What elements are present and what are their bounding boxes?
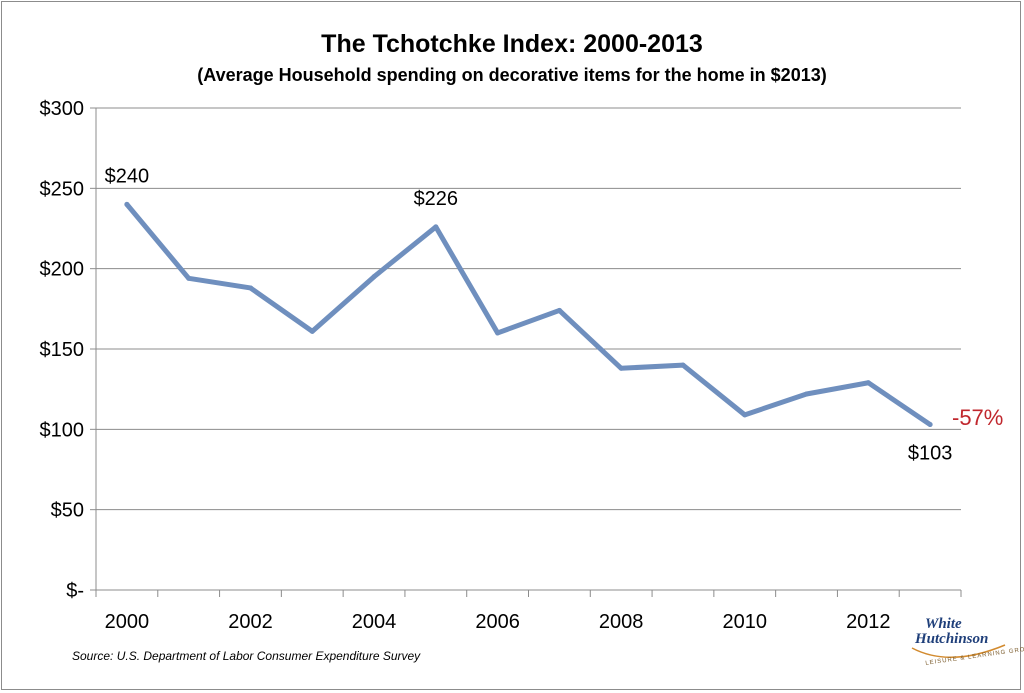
data-point: [680, 362, 686, 368]
y-tick-label: $250: [40, 178, 85, 200]
data-point: [618, 365, 624, 371]
y-tick-label: $150: [40, 339, 85, 361]
x-tick-label: 2002: [228, 611, 273, 633]
y-tick-label: $50: [51, 500, 84, 522]
data-point: [433, 224, 439, 230]
series-line: [124, 201, 933, 428]
y-tick-label: $100: [40, 419, 85, 441]
x-axis-ticks: 2000 2002 2004 2006 2008 2010 2012: [95, 590, 962, 633]
x-tick-label: 2008: [599, 611, 644, 633]
data-point: [186, 275, 192, 281]
x-tick-label: 2006: [475, 611, 520, 633]
y-tick-label: $300: [40, 98, 85, 120]
series-group: [124, 201, 933, 428]
y-axis-ticks: $- $50 $100 $150 $200 $250 $300: [40, 98, 96, 602]
data-label: $103: [908, 443, 953, 465]
data-point: [247, 285, 253, 291]
x-tick-label: 2004: [352, 611, 397, 633]
gridlines: [96, 107, 961, 511]
chart-title: The Tchotchke Index: 2000-2013: [321, 30, 703, 58]
x-tick-label: 2000: [105, 611, 150, 633]
percent-change-annotation: -57%: [952, 405, 1003, 430]
data-label: $240: [105, 165, 150, 187]
logo-line1: White: [925, 616, 962, 632]
company-logo: White Hutchinson LEISURE & LEARNING GROU…: [911, 616, 1024, 667]
x-tick-label: 2012: [846, 611, 891, 633]
data-point: [742, 412, 748, 418]
data-point: [804, 391, 810, 397]
x-tick-label: 2010: [723, 611, 768, 633]
data-point: [556, 307, 562, 313]
y-tick-label: $-: [66, 580, 84, 602]
source-note: Source: U.S. Department of Labor Consume…: [72, 649, 421, 663]
logo-line2: Hutchinson: [914, 631, 988, 647]
y-tick-label: $200: [40, 259, 85, 281]
data-label: $226: [414, 188, 459, 210]
data-point: [927, 422, 933, 428]
data-point: [865, 380, 871, 386]
data-point: [124, 201, 130, 207]
chart-subtitle: (Average Household spending on decorativ…: [197, 65, 826, 85]
data-point: [371, 274, 377, 280]
data-point: [495, 330, 501, 336]
data-point: [309, 328, 315, 334]
logo-swoosh: [911, 644, 1006, 658]
data-labels: $240 $226 $103: [105, 165, 953, 464]
